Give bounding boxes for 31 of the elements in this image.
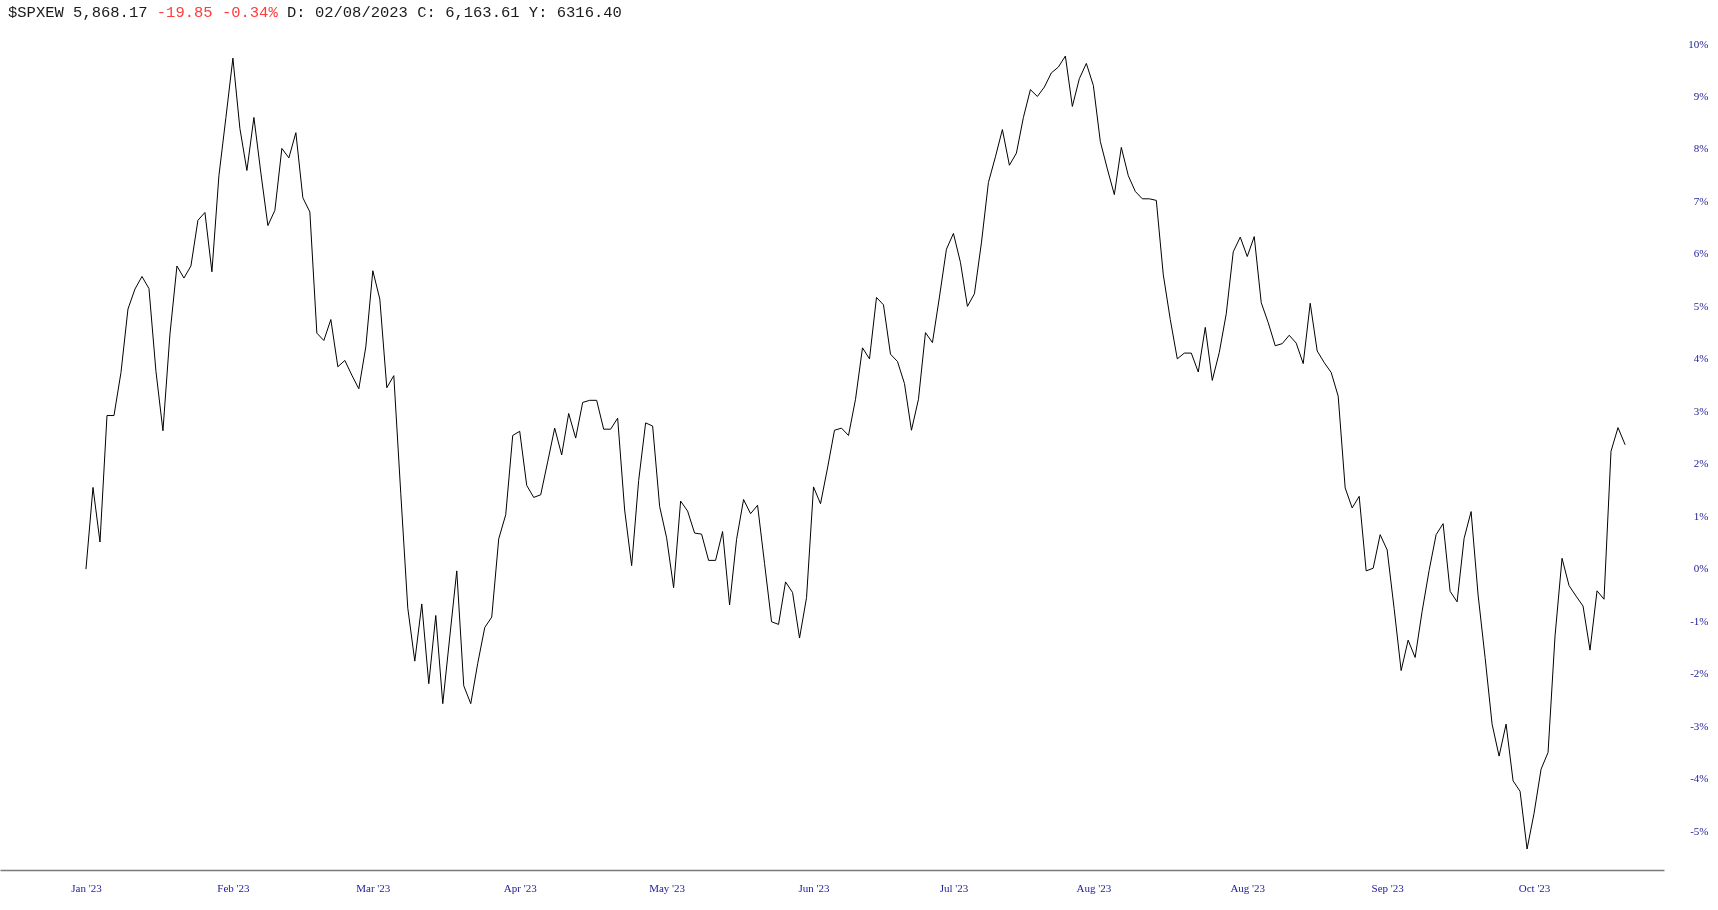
x-tick-label: Aug '23: [1230, 881, 1266, 894]
y-tick-label: 2%: [1693, 457, 1709, 470]
y-tick-label: 3%: [1693, 404, 1709, 417]
x-tick-label: Jan '23: [71, 881, 103, 894]
x-tick-label: Jun '23: [798, 881, 831, 894]
y-tick-label: 8%: [1693, 142, 1709, 155]
x-tick-label: Apr '23: [503, 881, 538, 894]
y-tick-label: 10%: [1688, 37, 1709, 50]
line-series: [85, 55, 1626, 850]
y-tick-label: 6%: [1693, 247, 1709, 260]
y-tick-label: 1%: [1693, 509, 1709, 522]
y-tick-label: -4%: [1690, 772, 1709, 785]
y-tick-label: -1%: [1690, 614, 1709, 627]
y-tick-label: -3%: [1690, 719, 1709, 732]
x-tick-label: Feb '23: [217, 881, 251, 894]
y-tick-label: 0%: [1693, 562, 1709, 575]
text: D: 02/08/2023 C: 6,163.61 Y: 6316.40: [287, 4, 622, 22]
x-tick-label: May '23: [649, 881, 686, 894]
y-tick-label: 4%: [1693, 352, 1709, 365]
x-tick-label: Jul '23: [939, 881, 969, 894]
x-tick-label: Oct '23: [1518, 881, 1551, 894]
y-tick-label: 5%: [1693, 299, 1709, 312]
y-tick-label: 7%: [1693, 194, 1709, 207]
chart-subtitle: -19.85 -0.34%: [156, 4, 279, 22]
chart-title: $SPXEW 5,868.17: [8, 4, 148, 22]
y-tick-label: 9%: [1693, 89, 1709, 102]
y-tick-label: -2%: [1690, 667, 1709, 680]
x-tick-label: Aug '23: [1076, 881, 1112, 894]
y-tick-label: -5%: [1690, 824, 1709, 837]
x-tick-label: Sep '23: [1371, 881, 1405, 894]
x-tick-label: Mar '23: [356, 881, 391, 894]
